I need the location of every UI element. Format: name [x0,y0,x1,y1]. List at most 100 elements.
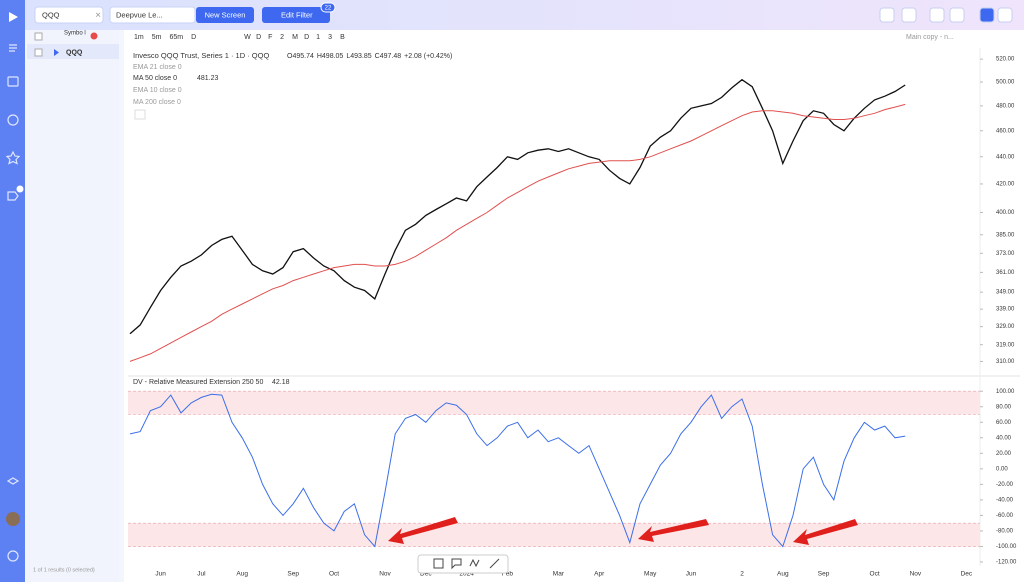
nav-target[interactable] [7,114,19,126]
edit-filter-button[interactable] [262,7,330,23]
y-tick-label: 0.00 [996,466,1008,472]
arrow [793,519,858,545]
band [128,391,980,415]
range-button[interactable]: M [292,34,298,41]
x-tick-label: Nov [379,571,391,578]
row-checkbox[interactable] [34,48,43,57]
indicator-title: DV - Relative Measured Extension 250 50 [133,379,263,386]
y-tick-label: 60.00 [996,420,1012,426]
interval-button[interactable]: 65m [169,34,183,41]
screen-select-text: Deepvue Le... [116,10,163,19]
pdf-button[interactable] [949,7,965,23]
nav-learn[interactable] [6,477,20,485]
y-tick-label: 80.00 [996,404,1012,410]
x-tick-label: Jun [155,571,166,578]
symbol-column: Symbo l [64,31,86,37]
interval-button[interactable]: 1m [134,34,144,41]
grid-view-button[interactable] [997,7,1013,23]
close-icon[interactable]: ✕ [95,10,101,19]
chart-area [124,30,1024,582]
select-all[interactable] [34,32,43,41]
y-tick-label: 400.00 [996,210,1015,216]
y-tick-label: 460.00 [996,128,1015,134]
interval-button[interactable]: D [191,34,196,41]
ohlc-value: +2.08 (+0.42%) [404,53,452,60]
nav-badge [16,185,24,193]
x-tick-label: Dec [420,571,432,578]
filter-count: 22 [325,6,332,12]
filter-badge [320,2,336,13]
collapse-legend[interactable] [134,109,146,120]
nav-star[interactable] [5,150,21,165]
results-footer: 1 of 1 results (0 selected) [33,567,95,573]
y-tick-label: -40.00 [996,497,1014,503]
range-button[interactable]: 2 [280,34,284,41]
x-tick-label: Oct [329,571,339,578]
arrow [388,517,458,544]
interval-bar: 1m 5m 65m D W D F 2 M D 1 3 B [134,34,345,41]
nav-alerts[interactable] [7,191,19,201]
screen-select[interactable] [109,6,196,24]
nav-help[interactable] [7,550,19,562]
search-tab-text: QQQ [42,10,60,19]
new-screen-text: New Screen [205,10,246,19]
y-tick-label: -80.00 [996,529,1014,535]
logo[interactable] [9,12,18,22]
y-tick-label: 500.00 [996,80,1015,86]
sidebar-row-selected [27,44,119,59]
x-tick-label: May [644,571,657,578]
x-tick-label: Feb [502,571,514,578]
share-button[interactable] [879,7,895,23]
plots: 310.00 319.00 329.00 339.00 349.00 361.00 373.… [128,57,1017,578]
tool-note[interactable] [451,558,462,570]
top-right-icons [879,7,1013,23]
ohlc-value: L493.85 [346,53,371,60]
x-tick-label: Apr [594,571,605,578]
y-tick-label: 440.00 [996,154,1015,160]
band [128,523,980,547]
series-line [129,78,906,335]
tool-line[interactable] [489,558,500,569]
range-button[interactable]: D [256,34,261,41]
y-tick-label: -100.00 [996,544,1017,550]
x-tick-label: Sep [287,571,299,578]
y-tick-label: 373.00 [996,251,1015,257]
nav-list[interactable] [9,44,17,52]
layout-button[interactable] [929,7,945,23]
arrows [388,517,858,545]
range-button[interactable]: 3 [328,34,332,41]
range-button[interactable]: B [340,34,345,41]
range-button[interactable]: W [244,34,251,41]
edit-filter-text: Edit Filter [281,10,313,19]
y-tick-label: 20.00 [996,451,1012,457]
avatar[interactable] [6,512,20,526]
x-button[interactable] [901,7,917,23]
y-tick-label: 310.00 [996,359,1015,365]
indicator-label: EMA 10 close 0 [133,87,182,94]
ohlc-value: C497.48 [375,53,402,60]
indicator-label: EMA 21 close 0 [133,64,182,71]
tool-pattern[interactable] [469,558,480,568]
range-button[interactable]: D [304,34,309,41]
x-tick-label: Oct [870,571,880,578]
x-tick-label: Mar [553,571,565,578]
series-line [129,393,906,548]
new-screen-button[interactable] [196,7,254,23]
layout-name[interactable]: Main copy - n... [906,34,954,41]
y-tick-label: 361.00 [996,270,1015,276]
range-button[interactable]: 1 [316,34,320,41]
nav-screens[interactable] [7,76,19,87]
x-tick-label: Jun [686,571,697,578]
x-tick-label: Nov [910,571,922,578]
list-view-button[interactable] [979,7,995,23]
row-play [54,49,59,56]
x-tick-label: 2 [740,571,744,578]
x-tick-label: Aug [777,571,789,578]
interval-button[interactable]: 5m [152,34,162,41]
row-symbol[interactable]: QQQ [66,49,83,56]
indicator-value: 42.18 [272,379,290,386]
tool-rect[interactable] [433,558,444,569]
search-tab[interactable] [34,6,104,24]
range-button[interactable]: F [268,34,272,41]
